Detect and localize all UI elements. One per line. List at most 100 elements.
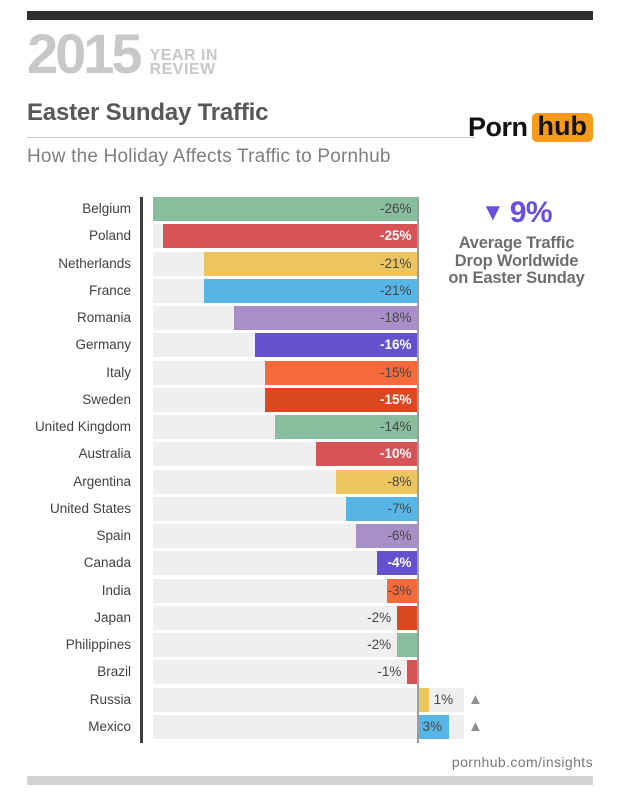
value-bar xyxy=(418,714,449,739)
bar-track xyxy=(153,633,418,657)
chart-row-argentina: Argentina -8% xyxy=(27,469,593,494)
value-bar xyxy=(254,333,418,358)
chart-row-italy: Italy -15% xyxy=(27,360,593,385)
country-label: Philippines xyxy=(65,637,131,652)
up-triangle-icon: ▲ xyxy=(468,690,483,708)
country-label: Germany xyxy=(75,337,131,353)
value-bar xyxy=(163,224,418,249)
country-label: Spain xyxy=(96,528,131,543)
country-label: Sweden xyxy=(82,391,131,407)
footer-accent-bar xyxy=(27,776,593,785)
average-drop-annotation: ▼ 9% Average Traffic Drop Worldwide on Ea… xyxy=(440,196,593,288)
chart-row-united-kingdom: United Kingdom -14% xyxy=(27,415,593,439)
value-bar xyxy=(203,278,418,303)
chart-row-netherlands: Netherlands -21% xyxy=(27,251,593,276)
value-label: -15% xyxy=(379,364,412,380)
value-bar xyxy=(336,469,418,494)
value-bar xyxy=(153,197,418,221)
value-label: -21% xyxy=(379,282,412,298)
value-bar xyxy=(418,687,429,712)
bar-track xyxy=(153,578,418,603)
country-label: United States xyxy=(49,500,131,516)
zero-baseline xyxy=(416,197,419,743)
country-label: Poland xyxy=(88,228,131,244)
country-label: India xyxy=(101,582,131,598)
caption-line-3: on Easter Sunday xyxy=(448,269,585,287)
up-triangle-icon: ▲ xyxy=(468,717,483,735)
insights-url: pornhub.com/insights xyxy=(451,754,593,770)
down-triangle-icon: ▼ xyxy=(480,199,505,226)
value-label: -26% xyxy=(379,201,412,216)
chart-row-mexico: Mexico 3% ▲ xyxy=(27,714,593,739)
value-label: -2% xyxy=(367,609,392,625)
chart-row-canada: Canada -4% xyxy=(27,551,593,576)
country-label: France xyxy=(88,282,131,298)
chart-row-poland: Poland -25% xyxy=(27,224,593,249)
country-label: Canada xyxy=(83,555,131,571)
country-label: Romania xyxy=(76,310,131,325)
value-bar xyxy=(346,496,418,521)
value-label: -1% xyxy=(377,664,402,680)
pornhub-logo: Porn hub xyxy=(468,112,593,143)
year-in-review-logo: 2015 YEAR IN REVIEW xyxy=(27,26,218,82)
value-label: -7% xyxy=(387,500,412,516)
value-label: -25% xyxy=(379,228,412,244)
chart-row-france: France -21% xyxy=(27,278,593,303)
value-label: -2% xyxy=(367,637,392,652)
chart-row-spain: Spain -6% xyxy=(27,524,593,548)
country-label: Australia xyxy=(78,446,131,462)
bar-track xyxy=(153,660,418,685)
bar-track xyxy=(153,551,418,576)
pornhub-logo-porn-text: Porn xyxy=(468,112,528,142)
value-label: -16% xyxy=(379,337,412,353)
page-title: Easter Sunday Traffic xyxy=(27,99,269,126)
value-bar xyxy=(234,306,418,330)
chart-row-india: India -3% xyxy=(27,578,593,603)
value-label: -3% xyxy=(387,582,412,598)
average-drop-value: 9% xyxy=(509,196,553,229)
country-label: Netherlands xyxy=(58,255,131,271)
chart-row-philippines: Philippines -2% xyxy=(27,633,593,657)
average-drop-caption: Average Traffic Drop Worldwide on Easter… xyxy=(440,234,593,288)
value-label: -18% xyxy=(379,310,412,325)
chart-row-japan: Japan -2% xyxy=(27,605,593,630)
country-label: Belgium xyxy=(82,201,131,216)
value-label: 3% xyxy=(422,718,443,734)
value-bar xyxy=(397,605,418,630)
country-label: Russia xyxy=(89,691,131,707)
country-label: Argentina xyxy=(73,473,131,489)
value-bar xyxy=(315,442,418,467)
top-accent-bar xyxy=(27,11,593,20)
chart-subtitle: How the Holiday Affects Traffic to Pornh… xyxy=(27,146,391,167)
value-label: -6% xyxy=(387,528,412,543)
title-divider xyxy=(27,137,475,138)
chart-row-australia: Australia -10% xyxy=(27,442,593,467)
value-bar xyxy=(376,551,418,576)
average-drop-stat: ▼ 9% xyxy=(440,196,593,230)
value-label: -10% xyxy=(379,446,412,462)
value-label: -15% xyxy=(379,391,412,407)
value-bar xyxy=(275,415,418,439)
value-label: 1% xyxy=(433,691,454,707)
bar-chart: Belgium -26% Poland -25% Netherlands -21% Fran… xyxy=(27,197,593,743)
value-label: -14% xyxy=(379,419,412,434)
country-label: Brazil xyxy=(97,664,131,680)
country-label: United Kingdom xyxy=(34,419,131,434)
chart-row-russia: Russia 1% ▲ xyxy=(27,687,593,712)
category-axis-line xyxy=(140,197,143,743)
chart-row-sweden: Sweden -15% xyxy=(27,387,593,412)
chart-row-romania: Romania -18% xyxy=(27,306,593,330)
caption-line-1: Average Traffic xyxy=(458,234,575,252)
value-label: -8% xyxy=(387,473,412,489)
value-bar xyxy=(407,660,418,685)
logo-year-in-review-text: YEAR IN REVIEW xyxy=(149,48,218,78)
logo-review-line: REVIEW xyxy=(149,61,216,78)
value-bar xyxy=(264,360,418,385)
bar-track xyxy=(153,714,418,739)
caption-line-2: Drop Worldwide xyxy=(454,251,579,270)
country-label: Italy xyxy=(106,364,131,380)
value-label: -21% xyxy=(379,255,412,271)
chart-row-brazil: Brazil -1% xyxy=(27,660,593,685)
pornhub-logo-hub-badge: hub xyxy=(531,113,593,142)
